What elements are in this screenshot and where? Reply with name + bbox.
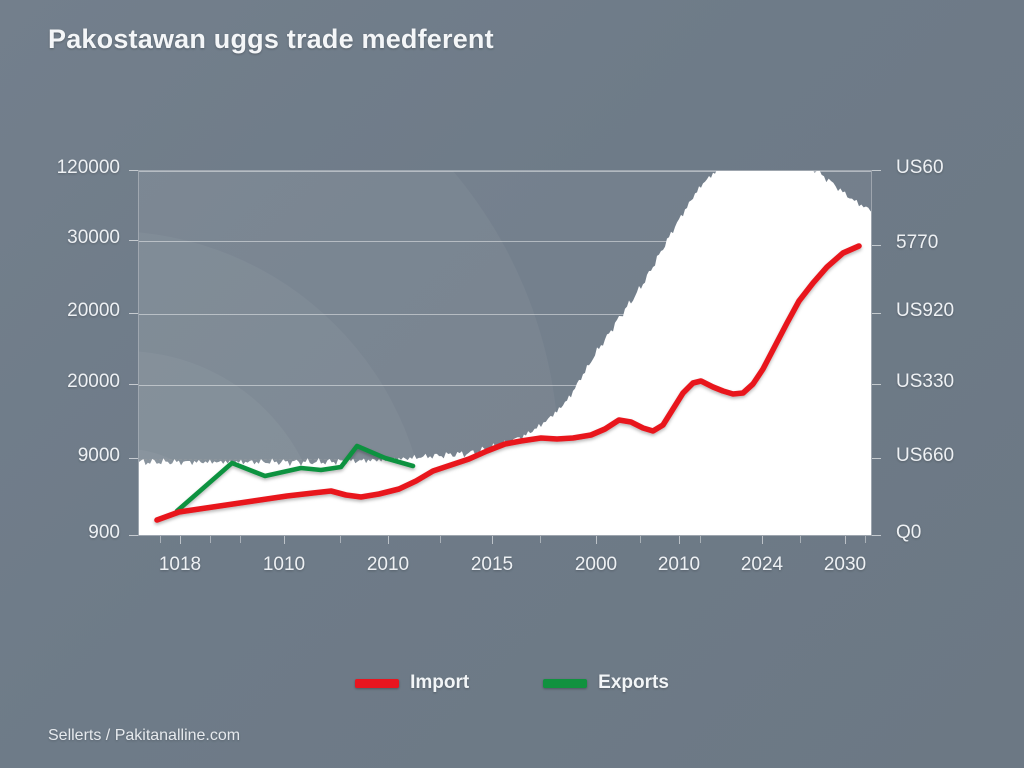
y-axis-left-tick-label: 900 (88, 522, 120, 543)
legend-swatch-import (355, 678, 400, 688)
x-axis-minor-tick (340, 536, 341, 543)
y-axis-left-tick (129, 384, 138, 385)
x-axis-minor-tick (865, 536, 866, 543)
source-caption: Sellerts / Pakitanalline.com (48, 727, 241, 744)
y-axis-right-tick (872, 384, 881, 385)
y-axis-left-tick (129, 170, 138, 171)
x-axis-tick (845, 536, 846, 544)
y-axis-right-tick (872, 458, 881, 459)
x-axis-tick (388, 536, 389, 544)
import-line (154, 243, 862, 523)
x-axis-minor-tick (540, 536, 541, 543)
exports-line (174, 443, 416, 514)
x-axis-minor-tick (440, 536, 441, 543)
x-axis-tick-label: 1010 (262, 554, 306, 575)
y-axis-right-tick-label: Q0 (896, 522, 922, 543)
y-axis-left-tick (129, 458, 138, 459)
legend-label-import: Import (410, 672, 470, 693)
y-axis-right-tick (872, 313, 881, 314)
y-axis-right-tick-label: 5770 (896, 232, 939, 253)
gridline (139, 314, 871, 315)
white-area-series (139, 171, 871, 535)
y-axis-left-tick (129, 313, 138, 314)
gridline (139, 171, 871, 172)
x-axis-tick-label: 2024 (740, 554, 784, 575)
chart-title: Pakostawan uggs trade medferent (48, 24, 494, 54)
legend-label-exports: Exports (598, 672, 669, 693)
y-axis-right-tick-label: US60 (896, 157, 944, 178)
x-axis-minor-tick (800, 536, 801, 543)
x-axis-tick-label: 2015 (470, 554, 514, 575)
y-axis-left-tick (129, 535, 138, 536)
y-axis-left-tick (129, 240, 138, 241)
plot-inner (138, 170, 872, 536)
x-axis-tick-label: 2010 (657, 554, 701, 575)
x-axis-tick-label: 2030 (823, 554, 867, 575)
x-axis-minor-tick (160, 536, 161, 543)
x-axis-tick-label: 1018 (158, 554, 202, 575)
y-axis-right-tick (872, 170, 881, 171)
legend-swatch-exports (543, 678, 588, 688)
x-axis-minor-tick (640, 536, 641, 543)
x-axis-tick (284, 536, 285, 544)
x-axis-tick (762, 536, 763, 544)
y-axis-left-tick-label: 20000 (67, 371, 120, 392)
y-axis-right-tick-label: US920 (896, 300, 955, 321)
plot-area (138, 170, 872, 536)
y-axis-left-tick-label: 9000 (77, 445, 120, 466)
x-axis-tick (679, 536, 680, 544)
x-axis-minor-tick (240, 536, 241, 543)
x-axis-tick (492, 536, 493, 544)
x-axis-tick-label: 2000 (574, 554, 618, 575)
y-axis-left-tick-label: 30000 (67, 227, 120, 248)
x-axis-tick (180, 536, 181, 544)
legend-item-exports[interactable]: Exports (543, 672, 669, 694)
y-axis-right-tick (872, 245, 881, 246)
y-axis-left-tick-label: 20000 (67, 300, 120, 321)
x-axis-tick (596, 536, 597, 544)
y-axis-right-tick-label: US330 (896, 371, 955, 392)
legend: Import Exports (0, 672, 1024, 694)
legend-item-import[interactable]: Import (355, 672, 469, 694)
x-axis-minor-tick (210, 536, 211, 543)
y-axis-right-tick-label: US660 (896, 445, 955, 466)
gridline (139, 385, 871, 386)
y-axis-right-tick (872, 535, 881, 536)
x-axis-tick-label: 2010 (366, 554, 410, 575)
x-axis-minor-tick (700, 536, 701, 543)
gridline (139, 241, 871, 242)
y-axis-left-tick-label: 120000 (56, 157, 120, 178)
series-layer (139, 171, 871, 535)
